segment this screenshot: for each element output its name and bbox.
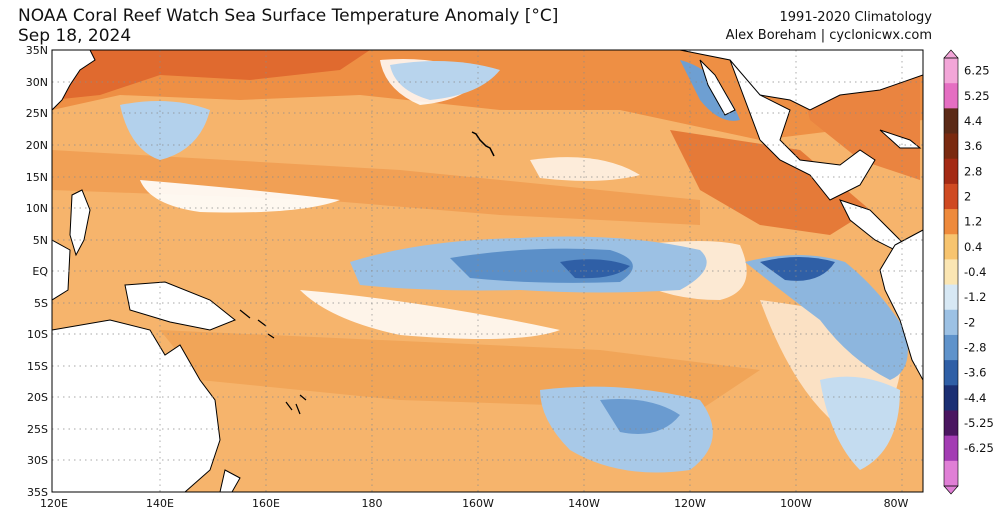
colorbar-label: 5.25 xyxy=(964,89,990,103)
east-pacific-cold xyxy=(745,255,908,380)
solomon-islands xyxy=(239,309,275,339)
colorbar-segment xyxy=(944,309,958,336)
colorbar: 6.25 5.25 4.4 3.6 2.8 2 1.2 0.4 -0.4 -1.2 -2 -2.8 -3… xyxy=(943,49,994,495)
lat-label: 30S xyxy=(27,454,48,467)
colorbar-label: -2 xyxy=(964,315,975,329)
colorbar-segment xyxy=(944,58,958,84)
longitude-axis: 120E 140E 160E 180 160W 140W 120W 100W 8… xyxy=(40,497,909,510)
lon-label: 160E xyxy=(252,497,280,510)
lon-label: 140E xyxy=(146,497,174,510)
map-title: NOAA Coral Reef Watch Sea Surface Temper… xyxy=(18,6,559,26)
lat-label: 25N xyxy=(26,107,48,120)
borneo-land xyxy=(52,239,71,301)
colorbar-segment xyxy=(944,108,958,135)
colorbar-segment xyxy=(944,234,958,260)
lat-label: 20S xyxy=(27,391,48,404)
colorbar-segment xyxy=(944,209,958,235)
hawaii-islands xyxy=(471,131,495,157)
northwest-cold-patch xyxy=(120,101,210,160)
lat-label: 10S xyxy=(27,328,48,341)
lat-label: 20N xyxy=(26,139,48,152)
colorbar-label: 0.4 xyxy=(964,240,982,254)
colorbar-label: -6.25 xyxy=(964,441,994,455)
colorbar-label: -2.8 xyxy=(964,341,986,355)
philippines-land xyxy=(69,189,91,257)
asia-land xyxy=(52,50,96,111)
lon-label: 100W xyxy=(780,497,812,510)
colorbar-label: 6.25 xyxy=(964,64,990,78)
lat-label: 30N xyxy=(26,76,48,89)
colorbar-segment xyxy=(944,158,958,185)
lon-gridlines xyxy=(159,50,903,492)
colorbar-segment xyxy=(944,410,958,437)
central-america-hotspot xyxy=(670,130,870,235)
colorbar-label: -5.25 xyxy=(964,416,994,430)
australia-land xyxy=(52,319,221,492)
lon-label: 140W xyxy=(568,497,600,510)
colorbar-frame xyxy=(943,57,959,487)
colorbar-segment xyxy=(944,460,958,487)
lat-label: EQ xyxy=(32,265,48,278)
lat-label: 10N xyxy=(26,202,48,215)
lat-gridlines xyxy=(52,81,923,461)
lat-label: 35S xyxy=(27,486,48,499)
northwest-hotspot xyxy=(52,50,370,100)
colorbar-label: 4.4 xyxy=(964,114,982,128)
lat-label: 15N xyxy=(26,171,48,184)
lat-label: 5N xyxy=(33,234,48,247)
climatology-label: 1991-2020 Climatology xyxy=(779,10,932,25)
lat-label: 35N xyxy=(26,44,48,57)
north-central-cold-patch xyxy=(390,61,500,100)
lon-label: 80W xyxy=(884,497,909,510)
colorbar-min-arrow xyxy=(943,485,959,495)
map-date: Sep 18, 2024 xyxy=(18,26,132,46)
colorbar-segment xyxy=(944,360,958,386)
colorbar-label: 2.8 xyxy=(964,164,982,178)
east-pacific-cold-core xyxy=(760,257,835,281)
fiji-islands xyxy=(285,394,307,415)
colorbar-max-arrow xyxy=(943,49,959,59)
neutral-patch-6 xyxy=(530,157,640,181)
cuba-land xyxy=(879,129,922,149)
colorbar-segment xyxy=(944,133,958,160)
map-frame xyxy=(51,49,924,493)
lon-label: 120W xyxy=(674,497,706,510)
colorbar-label: -3.6 xyxy=(964,366,986,380)
south-america-land xyxy=(879,229,923,381)
lat-label: 25S xyxy=(27,423,48,436)
colorbar-segment xyxy=(944,83,958,109)
credit-label: Alex Boreham | cyclonicwx.com xyxy=(725,28,932,43)
lon-label: 120E xyxy=(40,497,68,510)
new-guinea-land xyxy=(124,281,236,331)
neutral-patch-2 xyxy=(300,290,560,339)
colorbar-label: 3.6 xyxy=(964,139,982,153)
lon-label: 180 xyxy=(362,497,383,510)
colorbar-segment xyxy=(944,435,958,462)
map-body xyxy=(52,50,923,492)
baja-land xyxy=(699,59,736,116)
itcz-warm-band xyxy=(52,150,700,225)
mexico-land xyxy=(729,59,876,201)
colorbar-label: -0.4 xyxy=(964,265,986,279)
colorbar-segment xyxy=(944,385,958,411)
latitude-axis: 35N 30N 25N 20N 15N 10N 5N EQ 5S 10S 15S… xyxy=(26,44,49,499)
colorbar-label: 1.2 xyxy=(964,215,982,229)
colorbar-segment xyxy=(944,284,958,311)
neutral-patch-1 xyxy=(140,180,340,213)
colorbar-segment xyxy=(944,183,958,210)
new-zealand-land xyxy=(219,469,241,492)
colorbar-segment xyxy=(944,259,958,286)
lat-label: 15S xyxy=(27,360,48,373)
colorbar-segment xyxy=(944,334,958,361)
colorbar-label: -4.4 xyxy=(964,391,986,405)
south-east-cold-patch xyxy=(820,376,900,470)
lon-label: 160W xyxy=(462,497,494,510)
south-cold-core xyxy=(600,399,680,434)
colorbar-label: 2 xyxy=(964,189,971,203)
colorbar-label: -1.2 xyxy=(964,290,986,304)
equatorial-cold-center xyxy=(560,259,630,279)
lat-label: 5S xyxy=(34,297,48,310)
